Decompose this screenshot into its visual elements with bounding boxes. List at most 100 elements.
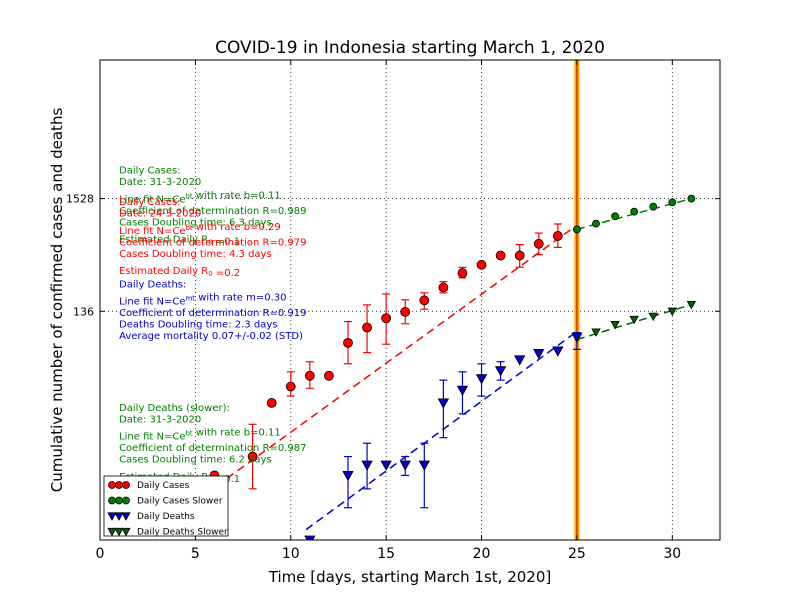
x-tick-label: 20 [473,546,491,562]
data-point [552,346,564,357]
legend-label: Daily Deaths Slower [137,528,228,538]
legend-entry: Daily Deaths Slower [107,527,228,538]
data-point [438,282,449,293]
data-point [285,381,296,392]
data-point [107,512,117,521]
y-tick-label: 1528 [66,193,94,206]
legend: Daily Cases Daily Cases Slower Daily Death… [103,475,229,538]
series-daily-deaths-slower [591,300,697,337]
data-point [552,231,563,241]
data-point [380,460,392,471]
plot-frame [99,59,721,541]
data-point [514,250,525,261]
legend-entry: Daily Cases [108,481,190,491]
annotation-line: Line fit N=Cebt with rate b=0.11 [119,428,281,443]
legend-label: Daily Deaths [137,512,195,522]
data-point [476,259,487,270]
x-axis-label: Time [days, starting March 1st, 2020] [268,568,551,586]
data-point [457,268,468,278]
data-point [362,322,372,333]
data-point [114,512,124,521]
x-tick-label: 10 [282,546,300,562]
data-point [419,295,430,306]
data-point [108,481,116,489]
data-point [591,328,601,337]
data-point [437,398,450,409]
data-point [418,460,430,471]
x-tick-label: 30 [663,546,681,562]
annotation-line: Date: 31-3-2020 [119,414,201,425]
annotation-line: Coefficient of determination R=0.989 [119,206,306,217]
legend-label: Daily Cases [137,481,190,491]
data-point [630,207,639,216]
data-point [342,471,354,482]
y-tick-label: 136 [73,305,94,318]
axis-ticks: 0 5 10 15 20 25 30 136 1528 [66,60,720,562]
data-point [304,535,316,540]
data-point [649,202,658,211]
annotation-line: Coefficient of determination R=0.979 [119,237,306,248]
data-point [611,212,619,221]
data-point [573,225,581,234]
data-point [592,219,600,228]
x-tick-label: 5 [191,546,200,562]
vertical-marker [574,60,580,540]
data-point [121,527,131,537]
annotation-line: Average mortality 0.07+/-0.02 (STD) [119,331,303,342]
data-point [687,194,696,203]
x-tick-label: 0 [96,546,105,562]
data-point [115,481,123,489]
legend-entry: Daily Cases Slower [108,496,223,507]
data-point [456,385,469,396]
data-point [668,198,677,207]
data-points [133,194,697,540]
data-point [266,398,277,408]
data-point [494,366,507,377]
annotation-line: Line fit N=Cemt with rate m=0.30 [119,293,286,308]
data-point [648,312,658,322]
annotation-line: Estimated Daily R0 =0.1 [119,235,240,248]
series-daily-deaths [304,331,583,540]
data-point [514,355,526,366]
data-point [533,349,545,360]
annotation-line: Line fit N=Cebt with rate b=0.29 [119,222,281,237]
data-point [629,315,639,325]
data-point [114,527,124,537]
x-tick-label: 15 [377,546,395,562]
data-point [571,332,583,343]
data-point [686,300,697,310]
data-point [121,512,131,521]
annotation-line: Daily Deaths (slower): [119,403,230,414]
fit-line [305,330,578,531]
data-point [115,496,123,505]
legend-entry: Daily Deaths [107,512,195,522]
chart-title: COVID-19 in Indonesia starting March 1, … [215,38,605,58]
data-point [247,451,258,462]
legend-label: Daily Cases Slower [137,497,223,507]
annotation-line: Date: 24-3-2020 [119,209,201,220]
data-point [108,496,116,505]
data-point [304,370,315,381]
data-point [399,460,411,471]
annotations: Daily Cases: Date: 31-3-2020 Line fit N=Ce… [119,166,306,485]
series-daily-cases-slower [573,194,696,234]
annotation-block: Daily Deaths: Line fit N=Cemt with rate m… [119,279,306,342]
data-point [475,374,488,385]
data-point [610,321,620,330]
data-point [495,250,506,261]
annotation-line: Coefficient of determination R=0.987 [119,443,306,454]
annotation-block: Daily Cases: Date: 31-3-2020 Line fit N=Ce… [119,166,306,248]
data-point [400,307,411,317]
annotation-line: Cases Doubling time: 6.3 days [119,217,272,228]
data-point [343,337,353,348]
annotation-line: Deaths Doubling time: 2.3 days [119,320,277,331]
annotation-line: Coefficient of determination R=0.919 [119,308,306,319]
data-point [122,481,130,489]
annotation-line: Date: 31-3-2020 [119,177,201,188]
annotation-line: Cases Doubling time: 6.2 days [119,455,272,466]
annotation-line: Line fit N=Cebt with rate b=0.11 [119,190,281,205]
annotation-line: Daily Deaths: [119,279,186,290]
annotation-block: Daily Cases:Date: 24-3-2020 Line fit N=Ce… [119,197,306,279]
annotation-line: Daily Cases: [119,197,181,208]
